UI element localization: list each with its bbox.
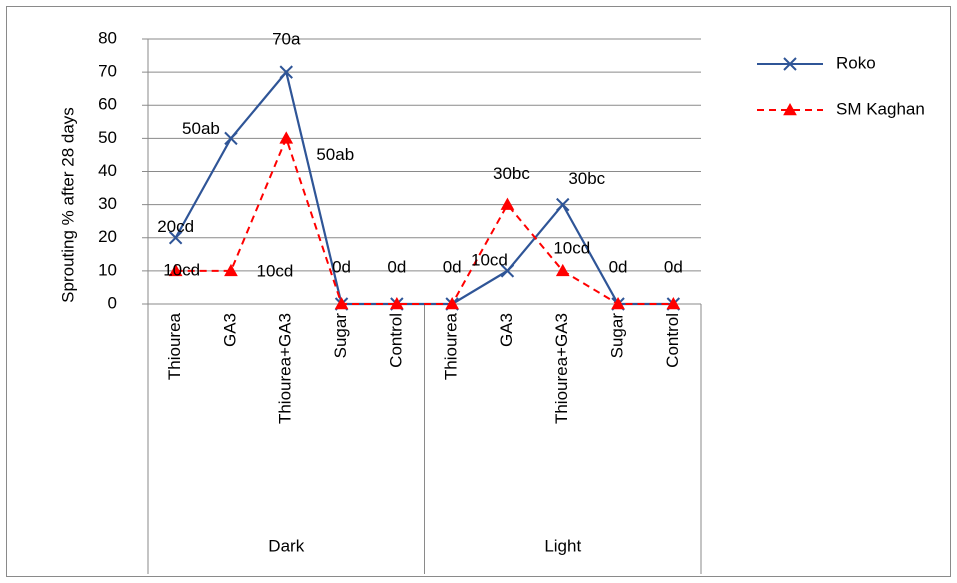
x-group-label: Dark (268, 536, 304, 555)
data-label: 70a (272, 30, 301, 49)
data-label: 10cd (553, 238, 590, 257)
y-tick-label: 20 (98, 227, 117, 246)
data-point-marker (500, 264, 515, 278)
data-label: 10cd (471, 250, 508, 269)
y-axis-title: Sprouting % after 28 days (58, 107, 77, 303)
data-label: 30bc (493, 164, 530, 183)
data-point-marker (279, 131, 294, 144)
y-tick-label: 0 (108, 293, 117, 312)
data-labels: 20cd 50ab 70a 30bc 10cd 10cd 50ab 0d 0d 0d 30bc 10c… (157, 30, 683, 281)
data-label: 0d (332, 257, 351, 276)
y-tick-label: 70 (98, 62, 117, 81)
y-tick-label: 50 (98, 128, 117, 147)
data-point-marker (666, 296, 681, 310)
x-category-label: GA3 (497, 313, 516, 347)
data-point-marker (168, 231, 183, 245)
data-label: 10cd (257, 261, 294, 280)
y-tick-label: 60 (98, 95, 117, 114)
data-label: 30bc (568, 169, 605, 188)
series-layer (168, 65, 681, 311)
x-category-label: Thiourea+GA3 (276, 313, 295, 424)
legend: Roko SM Kaghan (757, 53, 925, 118)
x-category-label: Thiourea+GA3 (552, 313, 571, 424)
x-category-label: Control (663, 313, 682, 368)
data-point-marker (168, 263, 183, 277)
y-axis: 0 10 20 30 40 50 60 70 80 (98, 28, 117, 312)
data-point-marker (783, 102, 797, 116)
data-point-marker (783, 57, 797, 71)
data-label: 50ab (316, 145, 354, 164)
data-point-marker (390, 296, 404, 310)
legend-label: Roko (836, 53, 876, 72)
data-label: 0d (387, 257, 406, 276)
y-tick-label: 80 (98, 28, 117, 47)
legend-label: SM Kaghan (836, 99, 925, 118)
data-point-marker (279, 65, 293, 79)
data-point-marker (445, 296, 459, 310)
series-line (175, 135, 674, 305)
data-label: 50ab (182, 119, 220, 138)
data-point-marker (500, 197, 515, 210)
gridlines (148, 38, 701, 272)
x-category-label: Thiourea (165, 312, 184, 380)
data-point-marker (334, 296, 349, 310)
data-point-marker (224, 131, 238, 146)
y-tick-label: 30 (98, 194, 117, 213)
data-point-marker (555, 263, 570, 277)
data-label: 0d (443, 257, 462, 276)
data-point-marker (556, 197, 570, 212)
x-category-label: GA3 (220, 313, 239, 347)
data-label: 0d (609, 257, 628, 276)
y-tick-label: 40 (98, 161, 117, 180)
y-tick-label: 10 (98, 260, 117, 279)
x-category-label: Sugar (608, 313, 627, 359)
chart-frame (6, 6, 951, 577)
data-point-marker (611, 296, 625, 310)
data-point-marker (224, 263, 238, 277)
x-group-label: Light (544, 536, 581, 555)
x-category-label: Control (386, 313, 405, 368)
x-category-label: Sugar (331, 313, 350, 359)
x-category-label: Thiourea (442, 312, 461, 380)
data-label: 0d (664, 257, 683, 276)
data-label: 10cd (163, 260, 200, 279)
data-label: 20cd (157, 217, 194, 236)
